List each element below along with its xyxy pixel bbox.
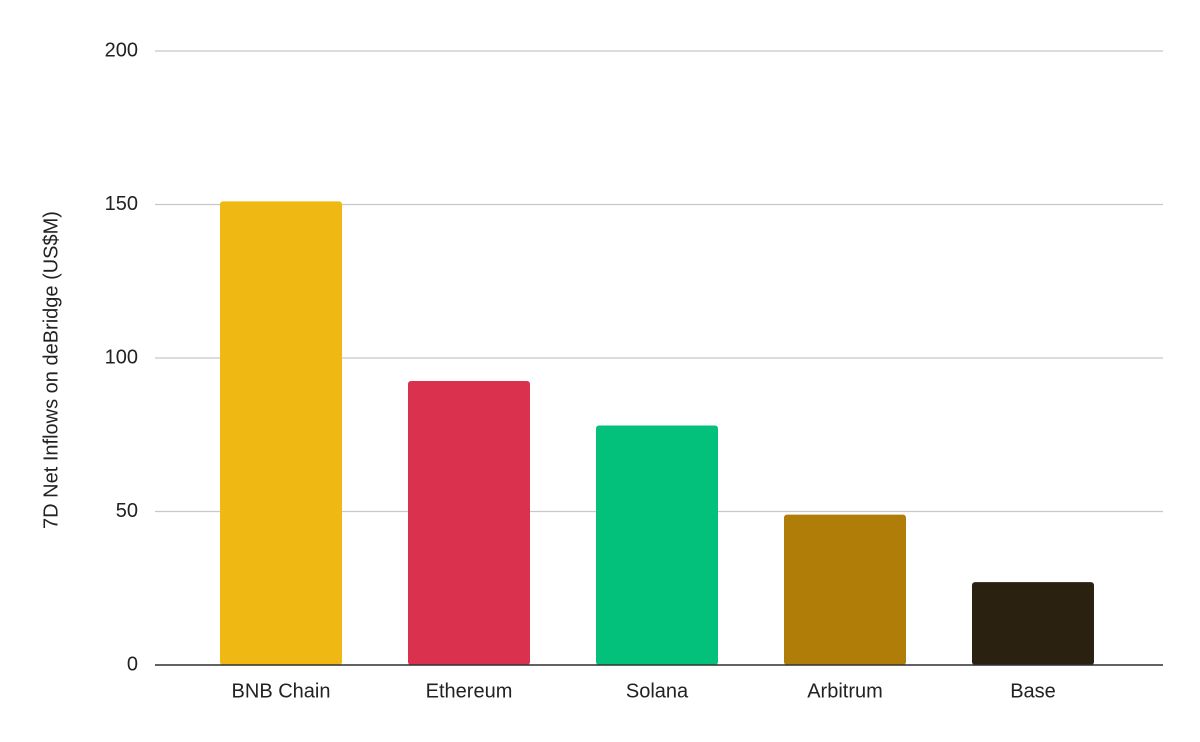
- y-tick-label: 0: [127, 653, 138, 675]
- bar: [596, 425, 718, 665]
- y-axis-label: 7D Net Inflows on deBridge (US$M): [40, 211, 62, 529]
- bar: [784, 514, 906, 665]
- x-tick-label: Arbitrum: [807, 680, 883, 702]
- bar: [220, 201, 342, 665]
- x-tick-label: BNB Chain: [232, 680, 331, 702]
- bar: [972, 582, 1094, 665]
- y-tick-label: 200: [105, 39, 138, 61]
- bar: [408, 381, 530, 665]
- y-tick-label: 50: [116, 500, 138, 522]
- y-tick-label: 150: [105, 193, 138, 215]
- y-tick-label: 100: [105, 346, 138, 368]
- x-tick-label: Base: [1010, 680, 1056, 702]
- x-tick-label: Ethereum: [426, 680, 513, 702]
- x-tick-label: Solana: [626, 680, 689, 702]
